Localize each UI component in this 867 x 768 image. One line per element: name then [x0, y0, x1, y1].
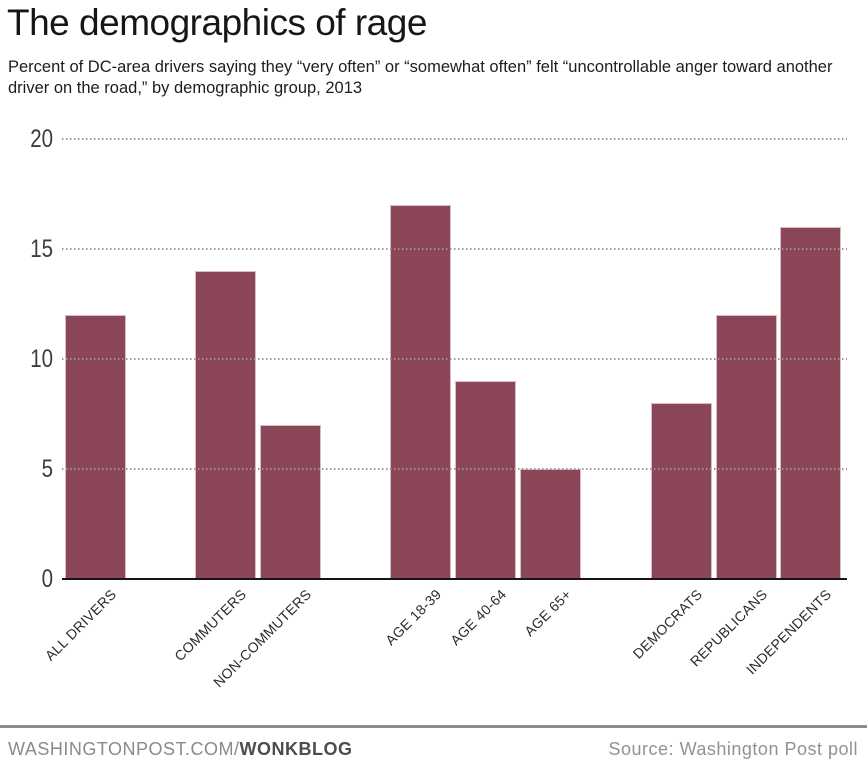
gridline-20 — [62, 138, 847, 140]
bar-republicans — [716, 315, 777, 579]
chart-subtitle: Percent of DC-area drivers saying they “… — [8, 58, 833, 97]
y-axis-tick-label: 20 — [30, 125, 53, 153]
x-axis-baseline — [62, 577, 847, 580]
footer-site-bold: WONKBLOG — [239, 739, 353, 759]
bar-age-65- — [520, 469, 581, 579]
footer-source: Source: Washington Post poll — [608, 739, 858, 759]
bar-all-drivers — [65, 315, 126, 579]
gridline-15 — [62, 248, 847, 250]
bar-age-18-39 — [390, 205, 451, 579]
bar-independents — [780, 227, 841, 579]
footer-site-regular: WASHINGTONPOST.COM/ — [8, 739, 240, 759]
y-axis-tick-label: 0 — [41, 565, 53, 593]
footer-divider — [0, 725, 867, 728]
y-axis-tick-label: 10 — [30, 345, 53, 373]
chart-title: The demographics of rage — [7, 2, 427, 43]
bar-non-commuters — [260, 425, 321, 579]
bar-commuters — [195, 271, 256, 579]
bar-age-40-64 — [455, 381, 516, 579]
bar-democrats — [651, 403, 712, 579]
y-axis-tick-label: 5 — [41, 455, 53, 483]
gridline-10 — [62, 358, 847, 360]
gridline-5 — [62, 468, 847, 470]
y-axis-tick-label: 15 — [30, 235, 53, 263]
footer-site-url: WASHINGTONPOST.COM/WONKBLOG — [8, 739, 353, 760]
